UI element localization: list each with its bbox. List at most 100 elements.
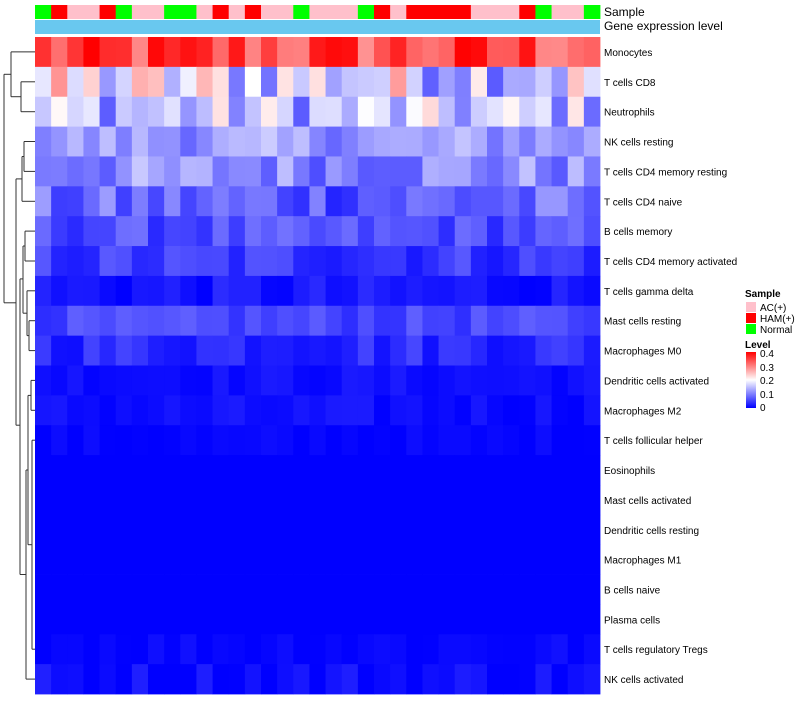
heatmap-cell-mast-cells-activated xyxy=(115,484,133,516)
heatmap-cell-macrophages-m1 xyxy=(196,544,213,575)
heatmap-cell-mast-cells-resting xyxy=(35,305,52,337)
heatmap-cell-monocytes xyxy=(99,37,117,68)
heatmap-cell-t-cells-cd4-memory-resting xyxy=(390,156,407,187)
heatmap-cell-macrophages-m1 xyxy=(357,544,375,575)
heatmap-cell-neutrophils xyxy=(341,96,359,127)
heatmap-cell-macrophages-m0 xyxy=(357,335,375,366)
heatmap-cell-dendritic-cells-resting xyxy=(35,514,52,546)
heatmap-cell-nk-cells-resting xyxy=(115,126,133,157)
heatmap-cell-t-cells-follicular-helper xyxy=(277,425,294,456)
heatmap-cell-b-cells-naive xyxy=(115,574,133,605)
heatmap-cell-neutrophils xyxy=(438,96,456,127)
heatmap-cell-neutrophils xyxy=(325,96,343,127)
heatmap-cell-neutrophils xyxy=(503,96,520,127)
heatmap-cell-mast-cells-activated xyxy=(325,484,343,516)
sample-annotation-cell-normal xyxy=(164,5,181,19)
heatmap-cell-dendritic-cells-resting xyxy=(470,514,488,546)
heatmap-cell-macrophages-m2 xyxy=(535,395,552,426)
heatmap-cell-dendritic-cells-resting xyxy=(503,514,520,546)
heatmap-cell-dendritic-cells-resting xyxy=(422,514,439,546)
heatmap-cell-mast-cells-resting xyxy=(67,305,84,337)
heatmap-cell-b-cells-memory xyxy=(567,216,585,247)
heatmap-cell-dendritic-cells-activated xyxy=(212,365,230,396)
heatmap-cell-t-cells-cd4-naive xyxy=(422,186,439,217)
heatmap-cell-neutrophils xyxy=(83,96,100,127)
heatmap-cell-b-cells-memory xyxy=(438,216,456,247)
heatmap-cell-macrophages-m0 xyxy=(551,335,569,366)
heatmap-cell-nk-cells-resting xyxy=(454,126,472,157)
heatmap-cell-t-cells-cd8 xyxy=(341,66,359,98)
heatmap-cell-dendritic-cells-activated xyxy=(293,365,310,396)
row-label-t-cells-cd8: T cells CD8 xyxy=(604,78,656,89)
sample-annotation-cell-ac xyxy=(228,5,246,19)
heatmap-cell-monocytes xyxy=(83,37,100,68)
level-tick-0.4: 0.4 xyxy=(760,349,774,360)
heatmap-cell-macrophages-m1 xyxy=(470,544,488,575)
heatmap-cell-t-cells-regulatory-tregs xyxy=(164,634,181,665)
heatmap-cell-t-cells-cd4-naive xyxy=(535,186,552,217)
heatmap-cell-macrophages-m2 xyxy=(261,395,278,426)
heatmap-cell-t-cells-gamma-delta xyxy=(583,275,601,307)
heatmap-cell-mast-cells-activated xyxy=(535,484,552,516)
row-label-t-cells-regulatory-tregs: T cells regulatory Tregs xyxy=(604,645,708,656)
sample-annotation-cell-ham xyxy=(406,5,423,19)
heatmap-cell-macrophages-m2 xyxy=(228,395,246,426)
heatmap-cell-mast-cells-activated xyxy=(551,484,569,516)
heatmap-cell-macrophages-m2 xyxy=(341,395,359,426)
heatmap-cell-t-cells-cd8 xyxy=(567,66,585,98)
heatmap-cell-t-cells-gamma-delta xyxy=(261,275,278,307)
heatmap-cell-nk-cells-activated xyxy=(35,664,52,695)
track-label-sample: Sample xyxy=(604,5,645,19)
heatmap-cell-monocytes xyxy=(357,37,375,68)
heatmap-cell-nk-cells-resting xyxy=(67,126,84,157)
heatmap-cell-macrophages-m0 xyxy=(51,335,68,366)
heatmap-cell-plasma-cells xyxy=(519,604,536,635)
heatmap-cell-nk-cells-activated xyxy=(503,664,520,695)
heatmap-cell-monocytes xyxy=(325,37,343,68)
row-label-nk-cells-activated: NK cells activated xyxy=(604,675,683,686)
heatmap-cell-t-cells-follicular-helper xyxy=(35,425,52,456)
heatmap-cell-nk-cells-resting xyxy=(470,126,488,157)
heatmap-cell-t-cells-regulatory-tregs xyxy=(535,634,552,665)
heatmap-cell-monocytes xyxy=(487,37,504,68)
heatmap-cell-t-cells-gamma-delta xyxy=(454,275,472,307)
heatmap-cell-nk-cells-activated xyxy=(131,664,149,695)
heatmap-cell-nk-cells-activated xyxy=(244,664,262,695)
heatmap-cell-macrophages-m2 xyxy=(487,395,504,426)
heatmap-cell-eosinophils xyxy=(390,455,407,486)
heatmap-cell-eosinophils xyxy=(422,455,439,486)
heatmap-cell-monocytes xyxy=(148,37,165,68)
heatmap-cell-macrophages-m1 xyxy=(503,544,520,575)
heatmap-cell-mast-cells-activated xyxy=(406,484,423,516)
heatmap-cell-mast-cells-activated xyxy=(67,484,84,516)
legend-level: Level 0.4 0.3 0.2 0.1 0 xyxy=(745,340,774,414)
heatmap-cell-t-cells-gamma-delta xyxy=(35,275,52,307)
heatmap-cell-nk-cells-resting xyxy=(99,126,117,157)
heatmap-cell-mast-cells-activated xyxy=(277,484,294,516)
heatmap-cell-monocytes xyxy=(535,37,552,68)
heatmap-cell-t-cells-cd8 xyxy=(51,66,68,98)
heatmap-cell-t-cells-gamma-delta xyxy=(67,275,84,307)
heatmap-cell-t-cells-cd4-memory-activated xyxy=(309,246,326,277)
heatmap-cell-t-cells-cd4-memory-resting xyxy=(131,156,149,187)
heatmap-cell-plasma-cells xyxy=(228,604,246,635)
heatmap-cell-monocytes xyxy=(51,37,68,68)
heatmap-cell-t-cells-regulatory-tregs xyxy=(244,634,262,665)
heatmap-cell-dendritic-cells-resting xyxy=(535,514,552,546)
heatmap-cell-macrophages-m0 xyxy=(67,335,84,366)
row-labels: Monocytes T cells CD8 Neutrophils NK cells … xyxy=(604,48,737,686)
heatmap-cell-b-cells-naive xyxy=(148,574,165,605)
heatmap-cell-t-cells-cd4-memory-resting xyxy=(470,156,488,187)
heatmap-cell-macrophages-m0 xyxy=(244,335,262,366)
heatmap-cell-t-cells-cd4-memory-activated xyxy=(277,246,294,277)
level-tick-0.2: 0.2 xyxy=(760,376,774,387)
heatmap-cell-t-cells-regulatory-tregs xyxy=(454,634,472,665)
sample-annotation-cell-ham xyxy=(51,5,68,19)
track-label-gene: Gene expression level xyxy=(604,19,723,33)
heatmap-cell-t-cells-regulatory-tregs xyxy=(277,634,294,665)
row-label-mast-cells-resting: Mast cells resting xyxy=(604,317,681,328)
heatmap-cell-b-cells-naive xyxy=(357,574,375,605)
heatmap-cell-dendritic-cells-activated xyxy=(454,365,472,396)
heatmap-cell-nk-cells-activated xyxy=(487,664,504,695)
